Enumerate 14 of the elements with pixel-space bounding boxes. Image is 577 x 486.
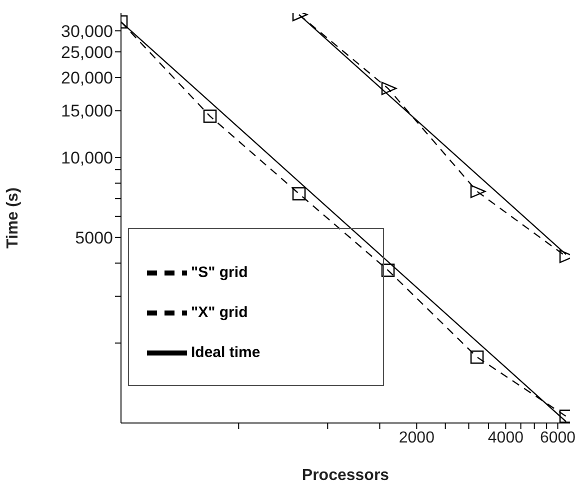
x-tick-label: 4000 [488,429,524,446]
x-tick-label: 2000 [398,429,435,446]
y-axis-title: Time (s) [4,187,22,249]
x-tick-label: 6000 [540,429,576,446]
legend-label: "S" grid [191,264,248,282]
y-tick-label: 5000 [75,228,113,248]
y-tick-label: 30,000 [61,22,113,41]
y-tick-label: 20,000 [61,68,113,88]
legend-label: "X" grid [191,304,248,322]
y-tick-label: 15,000 [61,102,113,121]
y-tick-label: 25,000 [61,42,113,62]
legend-label: Ideal time [191,344,260,362]
x-axis-title: Processors [302,467,390,484]
y-tick-label: 10,000 [61,148,113,168]
